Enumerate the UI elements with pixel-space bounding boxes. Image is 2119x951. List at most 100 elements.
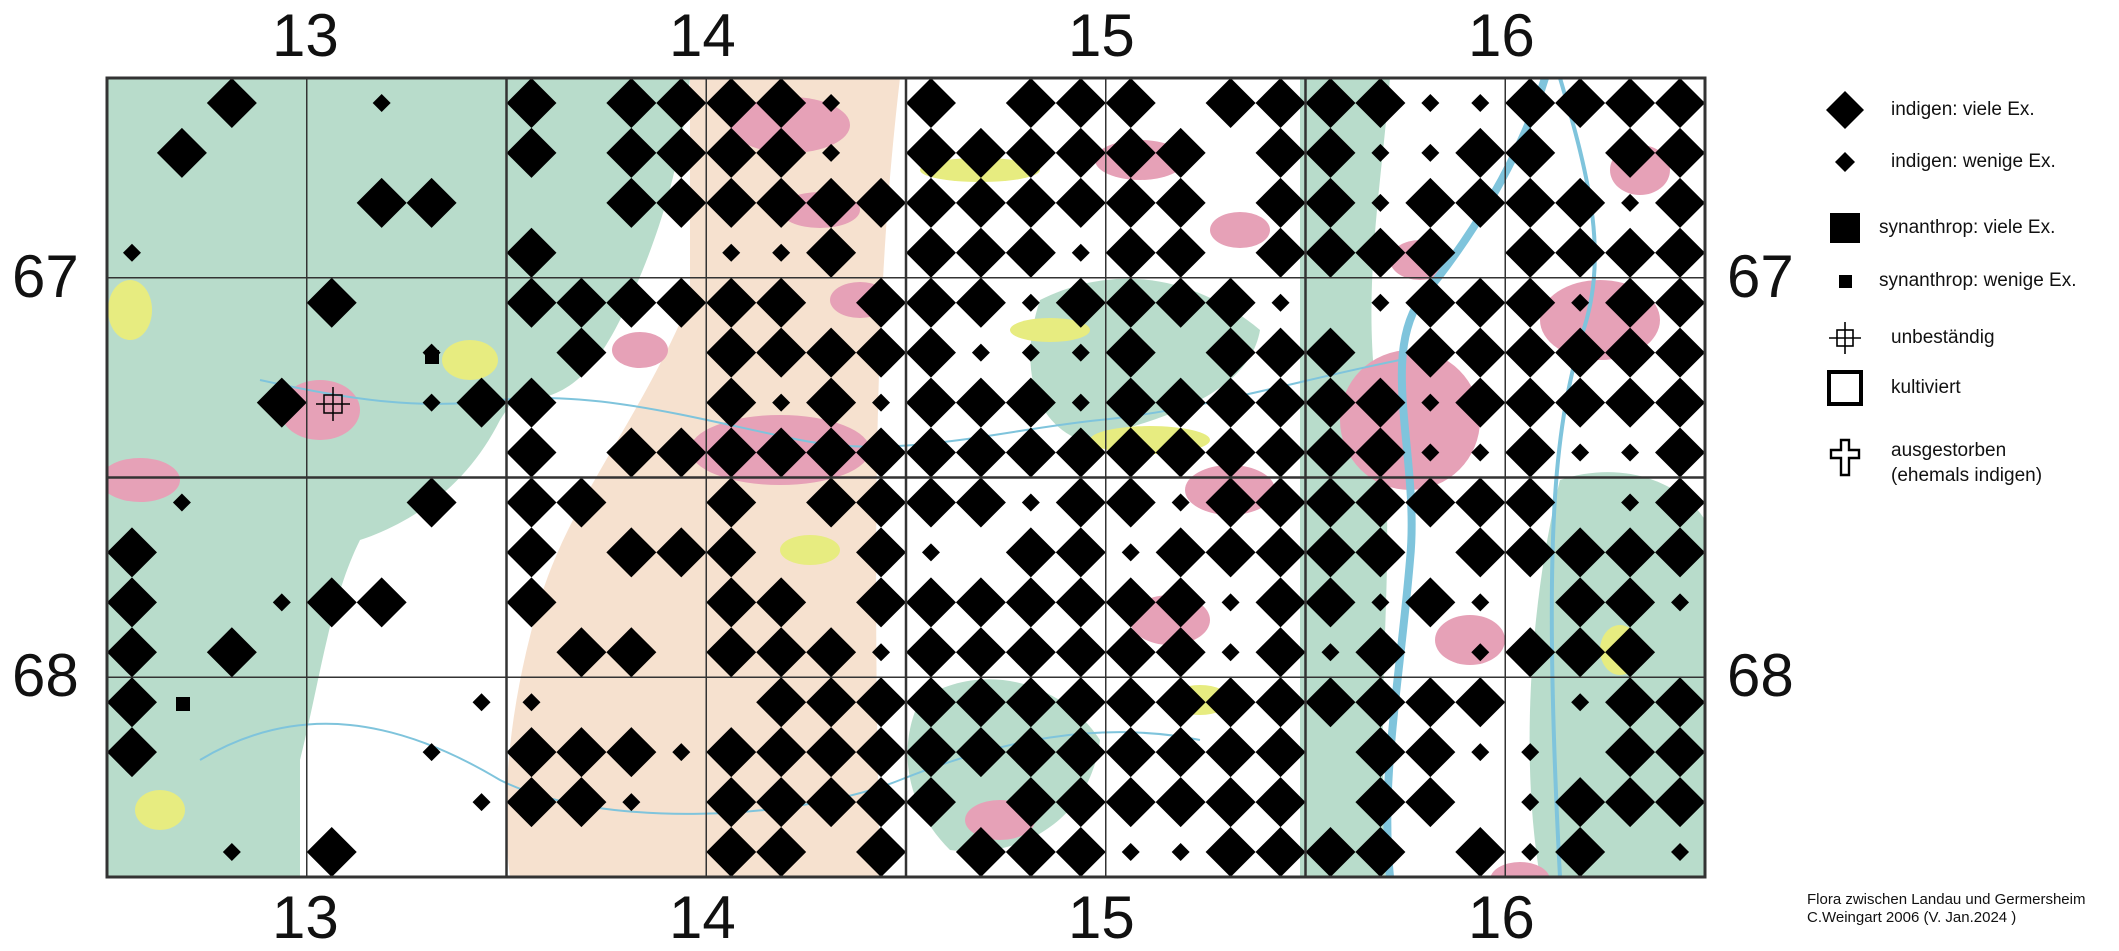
- large-diamond-symbol: [1155, 677, 1206, 728]
- large-diamond-symbol: [1155, 427, 1206, 478]
- large-diamond-symbol: [1605, 627, 1656, 678]
- small-diamond-symbol: [1021, 343, 1040, 362]
- large-diamond-symbol: [1255, 677, 1306, 728]
- legend-label: indigen: viele Ex.: [1891, 99, 2035, 120]
- large-diamond-icon: [1826, 91, 1864, 129]
- large-diamond-symbol: [1005, 77, 1056, 128]
- large-diamond-symbol: [1455, 177, 1506, 228]
- large-diamond-symbol: [1555, 177, 1606, 228]
- large-diamond-symbol: [556, 277, 607, 328]
- large-diamond-symbol: [1255, 227, 1306, 278]
- large-diamond-symbol: [1205, 827, 1256, 878]
- large-diamond-symbol: [1355, 627, 1406, 678]
- large-diamond-symbol: [905, 227, 956, 278]
- small-diamond-symbol: [472, 693, 491, 712]
- large-diamond-symbol: [1255, 477, 1306, 528]
- small-diamond-symbol: [472, 793, 491, 812]
- large-square-icon: [1830, 213, 1860, 243]
- large-diamond-symbol: [1055, 477, 1106, 528]
- large-diamond-symbol: [756, 77, 807, 128]
- large-diamond-symbol: [1355, 477, 1406, 528]
- small-diamond-symbol: [872, 643, 891, 662]
- large-diamond-symbol: [1255, 727, 1306, 778]
- large-diamond-symbol: [1055, 77, 1106, 128]
- large-diamond-symbol: [1355, 377, 1406, 428]
- large-diamond-symbol: [1505, 127, 1556, 178]
- large-diamond-symbol: [1605, 227, 1656, 278]
- large-diamond-symbol: [1005, 527, 1056, 578]
- small-diamond-symbol: [122, 243, 141, 262]
- large-diamond-symbol: [106, 627, 157, 678]
- large-diamond-symbol: [1255, 527, 1306, 578]
- small-diamond-symbol: [1671, 593, 1690, 612]
- large-diamond-symbol: [106, 677, 157, 728]
- large-diamond-symbol: [406, 477, 457, 528]
- large-diamond-symbol: [1055, 427, 1106, 478]
- small-diamond-symbol: [1071, 243, 1090, 262]
- small-diamond-symbol: [1521, 843, 1540, 862]
- large-diamond-symbol: [1205, 277, 1256, 328]
- large-diamond-symbol: [706, 727, 757, 778]
- large-diamond-symbol: [1555, 227, 1606, 278]
- large-diamond-symbol: [1605, 677, 1656, 728]
- large-diamond-symbol: [1455, 677, 1506, 728]
- large-diamond-symbol: [1305, 527, 1356, 578]
- large-diamond-symbol: [506, 127, 557, 178]
- large-diamond-symbol: [806, 177, 857, 228]
- large-diamond-symbol: [1455, 377, 1506, 428]
- large-diamond-symbol: [206, 77, 257, 128]
- large-diamond-symbol: [1405, 727, 1456, 778]
- large-diamond-symbol: [706, 527, 757, 578]
- large-diamond-symbol: [856, 827, 907, 878]
- small-diamond-symbol: [1421, 143, 1440, 162]
- large-diamond-symbol: [806, 777, 857, 828]
- large-diamond-symbol: [506, 777, 557, 828]
- legend-label: indigen: wenige Ex.: [1891, 151, 2056, 172]
- large-diamond-symbol: [1055, 627, 1106, 678]
- large-diamond-symbol: [955, 727, 1006, 778]
- small-diamond-symbol: [1571, 443, 1590, 462]
- large-diamond-symbol: [1255, 827, 1306, 878]
- large-diamond-symbol: [1105, 627, 1156, 678]
- large-diamond-symbol: [1505, 377, 1556, 428]
- small-diamond-symbol: [772, 243, 791, 262]
- large-diamond-symbol: [1055, 827, 1106, 878]
- large-diamond-symbol: [656, 77, 707, 128]
- small-diamond-symbol: [1321, 643, 1340, 662]
- large-diamond-symbol: [1505, 627, 1556, 678]
- large-diamond-symbol: [955, 177, 1006, 228]
- large-diamond-symbol: [606, 627, 657, 678]
- large-diamond-symbol: [1005, 227, 1056, 278]
- large-diamond-symbol: [1655, 127, 1706, 178]
- meadow-area: [108, 280, 152, 340]
- large-diamond-symbol: [905, 677, 956, 728]
- large-diamond-symbol: [806, 677, 857, 728]
- large-diamond-symbol: [1105, 77, 1156, 128]
- large-diamond-symbol: [656, 527, 707, 578]
- small-diamond-symbol: [1371, 593, 1390, 612]
- large-diamond-symbol: [606, 277, 657, 328]
- large-diamond-symbol: [1405, 277, 1456, 328]
- large-diamond-symbol: [1005, 777, 1056, 828]
- large-diamond-symbol: [1155, 777, 1206, 828]
- large-diamond-symbol: [556, 477, 607, 528]
- large-diamond-symbol: [706, 377, 757, 428]
- map-credit: Flora zwischen Landau und Germersheim C.…: [1807, 891, 2085, 927]
- settlement-area: [1435, 615, 1505, 665]
- small-square-symbol: [425, 350, 439, 364]
- large-diamond-symbol: [1505, 477, 1556, 528]
- small-diamond-symbol: [1621, 193, 1640, 212]
- small-diamond-symbol: [872, 393, 891, 412]
- small-diamond-icon: [1835, 152, 1855, 172]
- large-diamond-symbol: [1405, 777, 1456, 828]
- legend-label: synanthrop: wenige Ex.: [1879, 270, 2077, 291]
- large-diamond-symbol: [1005, 377, 1056, 428]
- small-diamond-symbol: [522, 693, 541, 712]
- small-square-symbol: [176, 697, 190, 711]
- large-diamond-symbol: [1505, 427, 1556, 478]
- large-diamond-symbol: [1405, 227, 1456, 278]
- large-diamond-symbol: [1555, 777, 1606, 828]
- large-diamond-symbol: [1305, 377, 1356, 428]
- large-diamond-symbol: [756, 177, 807, 228]
- large-diamond-symbol: [955, 277, 1006, 328]
